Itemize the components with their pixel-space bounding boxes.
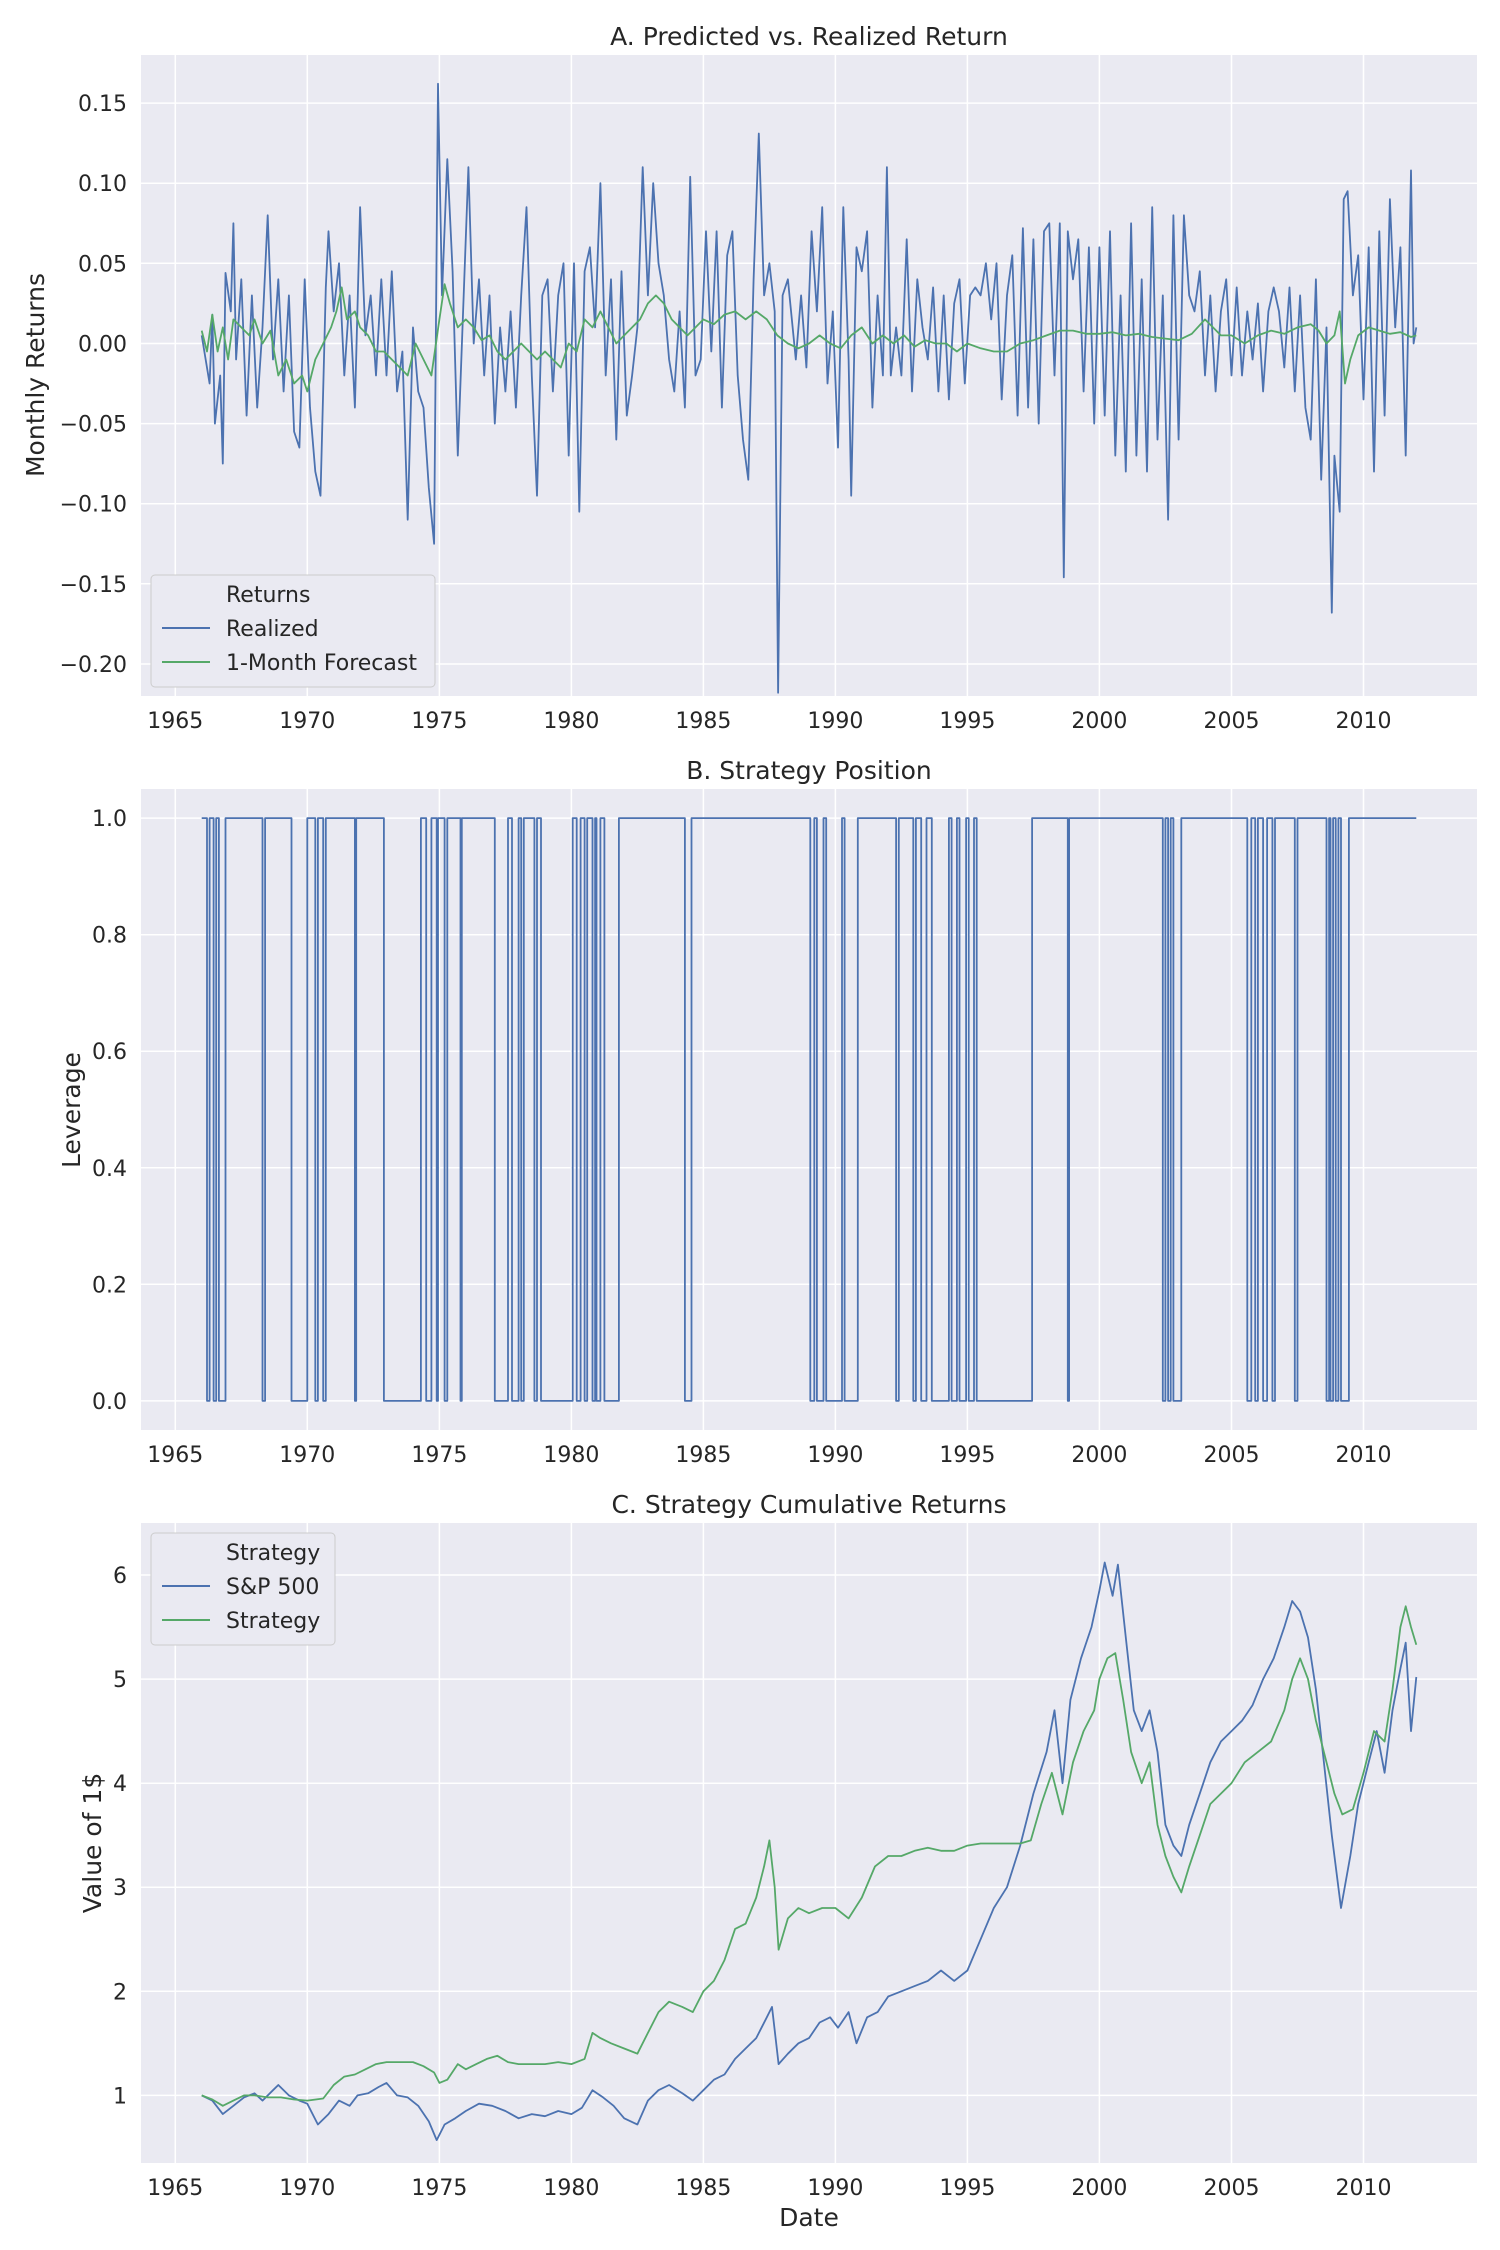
panel-b-y-tick-labels: 0.0 0.2 0.4 0.6 0.8 1.0 xyxy=(92,807,127,1415)
panel-a-y-tick-label: −0.15 xyxy=(60,573,127,598)
panel-a-grid xyxy=(141,55,1477,696)
panel-c-x-tick-label: 1990 xyxy=(807,2176,863,2201)
panel-b-x-tick-label: 1970 xyxy=(279,1443,335,1468)
panel-c-x-tick-label: 1995 xyxy=(939,2176,995,2201)
panel-b-x-tick-label: 1975 xyxy=(411,1443,467,1468)
panel-a-legend-realized-label: Realized xyxy=(226,617,319,642)
panel-c-x-tick-label: 2005 xyxy=(1204,2176,1260,2201)
panel-a-x-tick-label: 2000 xyxy=(1071,709,1127,734)
panel-a-legend-box xyxy=(150,574,436,688)
panel-a-x-tick-label: 1970 xyxy=(279,709,335,734)
panel-b-x-tick-label: 2005 xyxy=(1204,1443,1260,1468)
panel-a-y-tick-label: −0.05 xyxy=(60,413,127,438)
panel-b-x-tick-label: 1990 xyxy=(807,1443,863,1468)
panel-a-y-tick-label: −0.10 xyxy=(60,493,127,518)
panel-a-legend: Returns Realized 1-Month Forecast xyxy=(150,574,436,688)
panel-a-y-axis-label: Monthly Returns xyxy=(21,273,50,477)
panel-c-legend-box xyxy=(150,1532,336,1646)
panel-b-y-tick-label: 0.4 xyxy=(92,1157,127,1182)
panel-b-plot-area xyxy=(141,789,1477,1430)
panel-b-y-tick-label: 0.2 xyxy=(92,1273,127,1298)
panel-a-x-tick-label: 1995 xyxy=(939,709,995,734)
panel-b-y-tick-label: 1.0 xyxy=(92,807,127,832)
panel-a-legend-forecast-label: 1-Month Forecast xyxy=(226,651,417,676)
panel-c: C. Strategy Cumulative Returns 1965 1970 1… xyxy=(78,1490,1477,2232)
panel-c-y-tick-labels: 1 2 3 4 5 6 xyxy=(113,1564,127,2109)
panel-a: A. Predicted vs. Realized Return 1965 197… xyxy=(21,22,1477,734)
panel-c-legend-title: Strategy xyxy=(226,1541,320,1566)
panel-c-plot-area xyxy=(141,1523,1477,2163)
panel-c-x-tick-label: 2010 xyxy=(1336,2176,1392,2201)
panel-c-legend: Strategy S&P 500 Strategy xyxy=(150,1532,336,1646)
panel-c-legend-strategy-label: Strategy xyxy=(226,1609,320,1634)
panel-c-y-axis-label: Value of 1$ xyxy=(78,1773,107,1913)
panel-a-x-tick-labels: 1965 1970 1975 1980 1985 1990 1995 2000 2005 2010 xyxy=(147,709,1391,734)
panel-c-y-tick-label: 3 xyxy=(113,1876,127,1901)
panel-b-x-tick-label: 2010 xyxy=(1336,1443,1392,1468)
panel-a-y-tick-label: 0.00 xyxy=(78,333,127,358)
panel-c-series xyxy=(201,1561,1418,2141)
panel-c-y-tick-label: 4 xyxy=(113,1772,127,1797)
panel-c-grid xyxy=(141,1523,1477,2163)
panel-c-y-tick-label: 5 xyxy=(113,1668,127,1693)
panel-a-1-month-forecast-line xyxy=(200,283,1417,393)
panel-a-y-tick-label: 0.15 xyxy=(78,92,127,117)
panel-a-x-tick-label: 1965 xyxy=(147,709,203,734)
panel-c-x-tick-label: 1975 xyxy=(411,2176,467,2201)
panel-c-x-tick-label: 1980 xyxy=(543,2176,599,2201)
panel-b-x-tick-label: 1985 xyxy=(675,1443,731,1468)
panel-c-y-tick-label: 1 xyxy=(113,2084,127,2109)
panel-b-x-tick-label: 1995 xyxy=(939,1443,995,1468)
panel-b-x-tick-label: 1980 xyxy=(543,1443,599,1468)
panel-c-legend-sp500-label: S&P 500 xyxy=(226,1575,319,1600)
panel-c-y-tick-label: 6 xyxy=(113,1564,127,1589)
panel-a-x-tick-label: 1990 xyxy=(807,709,863,734)
panel-a-title: A. Predicted vs. Realized Return xyxy=(610,22,1008,51)
panel-a-y-tick-label: 0.05 xyxy=(78,252,127,277)
panel-c-x-tick-label: 1985 xyxy=(675,2176,731,2201)
panel-c-x-tick-label: 2000 xyxy=(1071,2176,1127,2201)
panel-b-position-line xyxy=(201,817,1417,1402)
panel-b-y-axis-label: Leverage xyxy=(57,1052,86,1168)
panel-b-x-tick-labels: 1965 1970 1975 1980 1985 1990 1995 2000 2005 2010 xyxy=(147,1443,1391,1468)
panel-c-x-tick-label: 1970 xyxy=(279,2176,335,2201)
panel-a-legend-title: Returns xyxy=(226,583,310,608)
panel-b-title: B. Strategy Position xyxy=(686,756,931,785)
panel-c-x-axis-label: Date xyxy=(779,2203,839,2232)
panel-a-x-tick-label: 1975 xyxy=(411,709,467,734)
panel-c-x-tick-labels: 1965 1970 1975 1980 1985 1990 1995 2000 2005 2010 xyxy=(147,2176,1391,2201)
panel-b-series xyxy=(201,817,1417,1402)
panel-a-x-tick-label: 2005 xyxy=(1204,709,1260,734)
panel-a-x-tick-label: 1985 xyxy=(675,709,731,734)
panel-b-y-tick-label: 0.6 xyxy=(92,1040,127,1065)
panel-a-series xyxy=(200,82,1418,694)
panel-a-y-tick-label: 0.10 xyxy=(78,172,127,197)
panel-a-x-tick-label: 1980 xyxy=(543,709,599,734)
panel-c-y-tick-label: 2 xyxy=(113,1980,127,2005)
panel-c-title: C. Strategy Cumulative Returns xyxy=(611,1490,1006,1519)
panel-c-s-p-500-line xyxy=(201,1561,1418,2141)
panel-b-y-tick-label: 0.0 xyxy=(92,1390,127,1415)
panel-b-x-tick-label: 2000 xyxy=(1071,1443,1127,1468)
panel-a-y-tick-labels: −0.20 −0.15 −0.10 −0.05 0.00 0.05 0.10 0.15 xyxy=(60,92,127,678)
panel-b-x-tick-label: 1965 xyxy=(147,1443,203,1468)
panel-c-x-tick-label: 1965 xyxy=(147,2176,203,2201)
panel-b: B. Strategy Position 1965 1970 1975 1980 198… xyxy=(57,756,1477,1468)
panel-a-x-tick-label: 2010 xyxy=(1336,709,1392,734)
panel-a-y-tick-label: −0.20 xyxy=(60,653,127,678)
panel-b-y-tick-label: 0.8 xyxy=(92,924,127,949)
panel-c-strategy-line xyxy=(201,1605,1418,2107)
panel-a-realized-line xyxy=(200,82,1418,694)
